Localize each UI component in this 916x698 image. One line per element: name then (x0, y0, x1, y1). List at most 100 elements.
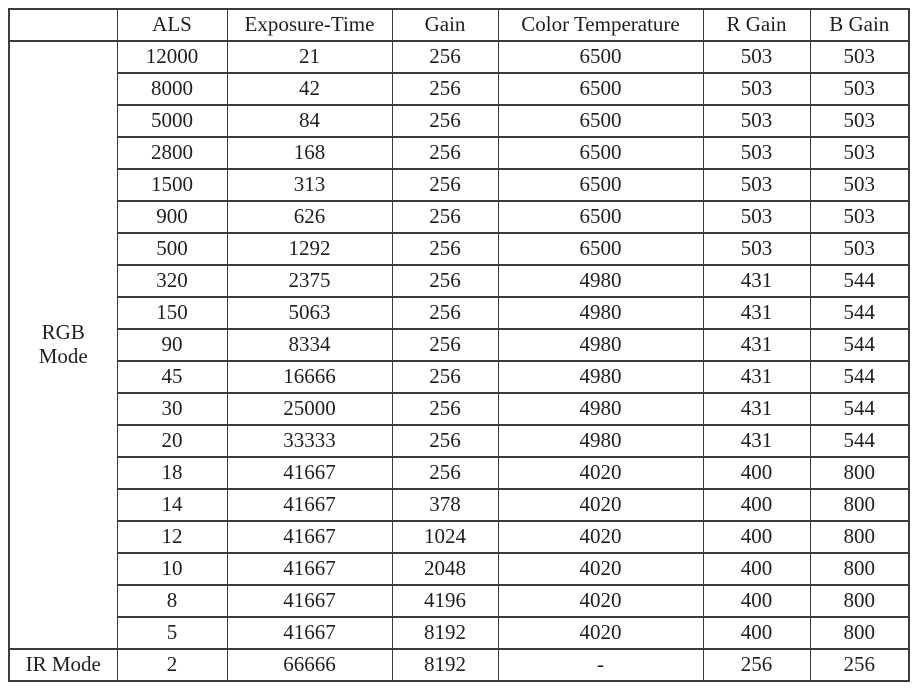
cell: 503 (702, 72, 811, 106)
cell: 544 (809, 424, 910, 458)
cell: 431 (702, 328, 811, 362)
cell: 256 (391, 72, 499, 106)
cell: 8192 (391, 648, 499, 682)
document-page: ALS Exposure-Time Gain Color Temperature… (8, 8, 910, 682)
cell: 21 (226, 40, 393, 74)
col-header-color-temperature: Color Temperature (497, 8, 704, 42)
table-row: 90 8334 256 4980 431 544 (9, 328, 910, 362)
cell: 5000 (116, 104, 228, 138)
cell: 431 (702, 360, 811, 394)
cell: 2375 (226, 264, 393, 298)
cell: 503 (702, 232, 811, 266)
table-row: 1500 313 256 6500 503 503 (9, 168, 910, 202)
table-row: 5 41667 8192 4020 400 800 (9, 616, 910, 650)
cell: 1292 (226, 232, 393, 266)
table-row: 500 1292 256 6500 503 503 (9, 232, 910, 266)
cell: 8192 (391, 616, 499, 650)
cell: 4980 (497, 296, 704, 330)
cell: 431 (702, 424, 811, 458)
cell: 431 (702, 392, 811, 426)
cell: 4020 (497, 584, 704, 618)
cell: 45 (116, 360, 228, 394)
cell: 33333 (226, 424, 393, 458)
cell: 800 (809, 456, 910, 490)
cell: 20 (116, 424, 228, 458)
cell: 431 (702, 296, 811, 330)
cell: 30 (116, 392, 228, 426)
cell: 4020 (497, 616, 704, 650)
cell: 4980 (497, 360, 704, 394)
cell: 256 (391, 264, 499, 298)
cell: 256 (391, 456, 499, 490)
row-group-label-ir-mode: IR Mode (8, 648, 118, 682)
cell: 4980 (497, 328, 704, 362)
cell: 378 (391, 488, 499, 522)
cell: 503 (702, 40, 811, 74)
cell: 800 (809, 584, 910, 618)
cell: 256 (809, 648, 910, 682)
cell: 256 (391, 392, 499, 426)
cell: 41667 (226, 456, 393, 490)
cell: 400 (702, 616, 811, 650)
cell: 18 (116, 456, 228, 490)
cell: 2 (116, 648, 228, 682)
cell: 256 (391, 104, 499, 138)
table-row: 8000 42 256 6500 503 503 (9, 72, 910, 106)
table-row: 20 33333 256 4980 431 544 (9, 424, 910, 458)
cell: 42 (226, 72, 393, 106)
cell: 16666 (226, 360, 393, 394)
cell: 6500 (497, 200, 704, 234)
cell: 800 (809, 616, 910, 650)
cell: 6500 (497, 104, 704, 138)
cell: 14 (116, 488, 228, 522)
cell: 6500 (497, 40, 704, 74)
cell: 320 (116, 264, 228, 298)
cell: 400 (702, 584, 811, 618)
cell: 150 (116, 296, 228, 330)
cell: 503 (809, 72, 910, 106)
cell: 4196 (391, 584, 499, 618)
cell: 503 (702, 168, 811, 202)
exposure-settings-table: ALS Exposure-Time Gain Color Temperature… (8, 8, 910, 682)
cell: 544 (809, 360, 910, 394)
table-row: 18 41667 256 4020 400 800 (9, 456, 910, 490)
cell: 503 (809, 232, 910, 266)
cell: 503 (809, 104, 910, 138)
cell: 41667 (226, 552, 393, 586)
cell: 503 (809, 136, 910, 170)
cell: 256 (702, 648, 811, 682)
table-row: 900 626 256 6500 503 503 (9, 200, 910, 234)
cell: 168 (226, 136, 393, 170)
cell: 84 (226, 104, 393, 138)
col-header-mode (8, 8, 118, 42)
col-header-b-gain: B Gain (809, 8, 910, 42)
cell: 5 (116, 616, 228, 650)
table-row: IR Mode 2 66666 8192-256 256 (8, 648, 910, 682)
col-header-gain: Gain (391, 8, 499, 42)
cell: 256 (391, 136, 499, 170)
cell: 6500 (497, 168, 704, 202)
cell: - (497, 648, 704, 682)
cell: 4980 (497, 424, 704, 458)
cell: 503 (809, 40, 910, 74)
table-body: RGB Mode 12000 21 256 6500 503 503 8000 42 256 650… (8, 40, 910, 682)
cell: 503 (809, 168, 910, 202)
cell: 400 (702, 456, 811, 490)
cell: 256 (391, 232, 499, 266)
table-row: 12 41667 1024 4020 400 800 (9, 520, 910, 554)
cell: 544 (809, 392, 910, 426)
cell: 500 (116, 232, 228, 266)
cell: 800 (809, 520, 910, 554)
table-row: 10 41667 2048 4020 400 800 (9, 552, 910, 586)
cell: 6500 (497, 136, 704, 170)
cell: 503 (702, 136, 811, 170)
cell: 503 (702, 104, 811, 138)
cell: 4020 (497, 488, 704, 522)
table-row: 2800 168 256 6500 503 503 (9, 136, 910, 170)
cell: 41667 (226, 520, 393, 554)
cell: 431 (702, 264, 811, 298)
cell: 900 (116, 200, 228, 234)
cell: 8000 (116, 72, 228, 106)
cell: 503 (809, 200, 910, 234)
cell: 90 (116, 328, 228, 362)
